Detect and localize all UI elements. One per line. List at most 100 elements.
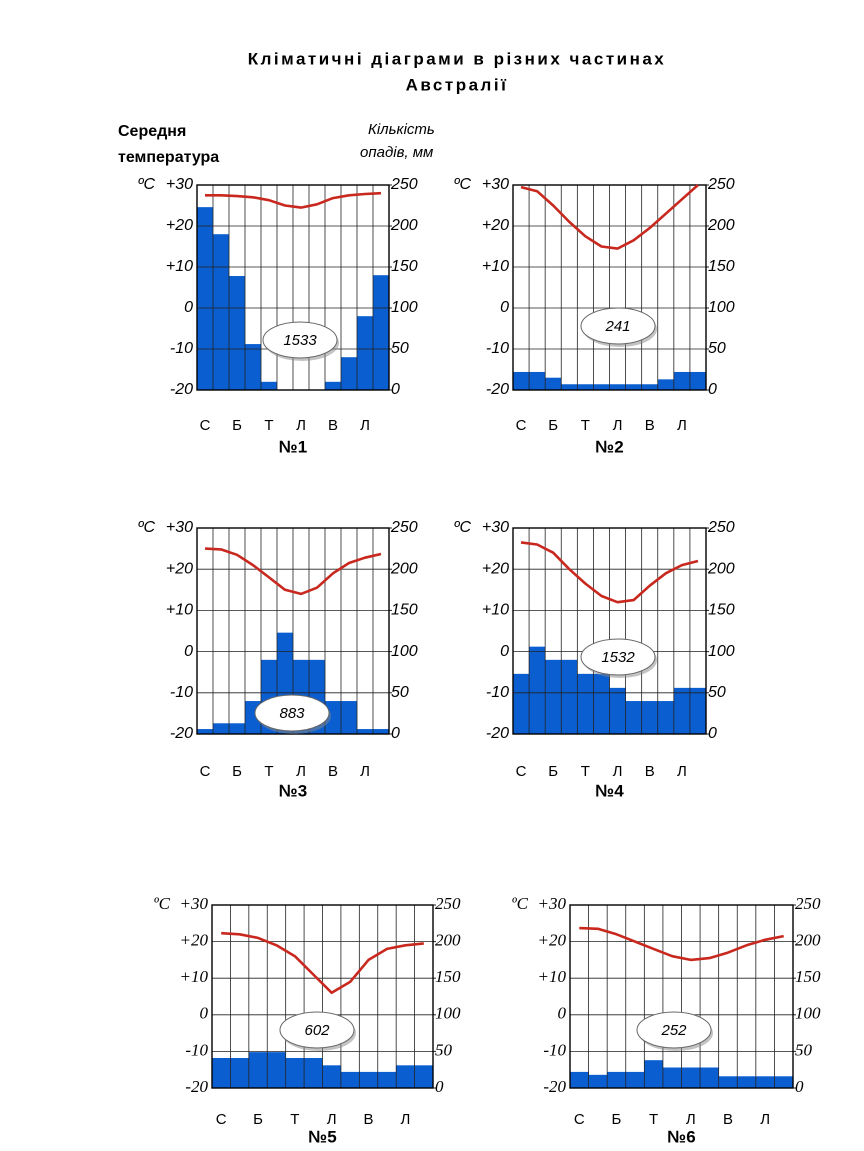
annotation: 1532: [601, 649, 635, 666]
x-tick-label: Б: [548, 417, 558, 434]
y2-axis-label: Кількість: [368, 121, 435, 138]
plot-frame: [211, 904, 434, 1089]
climate-chart: -20 -10 0 +10 +20 +30 0 50 100 150 200 250 ºC 252 С Б Т Л…: [511, 894, 821, 1147]
precipitation-bar: [513, 371, 530, 390]
y-tick-label: 0: [184, 299, 193, 316]
temperature-line: [204, 547, 382, 596]
precipitation-bar: [644, 1060, 663, 1088]
x-tick-label: Л: [360, 763, 370, 780]
precipitation-bar: [340, 1071, 360, 1088]
x-tick-label: Т: [649, 1111, 658, 1128]
climate-chart: -20 -10 0 +10 +20 +30 0 50 100 150 200 250 ºC 241 С Б Т Л…: [454, 176, 735, 456]
precipitation-bar: [325, 381, 341, 390]
y-tick-label: +10: [166, 602, 193, 619]
plot-frame: [512, 527, 707, 735]
y2-tick-label: 0: [708, 381, 717, 398]
precipitation-bar: [341, 357, 357, 390]
y-tick-label: -20: [170, 381, 193, 398]
precipitation-bar: [737, 1076, 756, 1088]
precipitation-bar: [285, 1057, 305, 1088]
x-tick-label: Л: [327, 1111, 337, 1128]
x-tick-label: Б: [253, 1111, 263, 1128]
y2-tick-label: 0: [391, 381, 400, 398]
precipitation-bar: [561, 659, 578, 734]
x-tick-label: Л: [613, 763, 623, 780]
y-tick-label: +20: [180, 931, 209, 950]
y-tick-label: 0: [184, 643, 193, 660]
x-tick-label: Л: [677, 763, 687, 780]
annotation-bubble: [279, 1011, 355, 1049]
precipitation-bar: [213, 723, 229, 734]
precipitation-bar: [657, 379, 674, 390]
y2-axis-label: опадів, мм: [360, 144, 433, 161]
y-tick-label: -20: [185, 1077, 208, 1096]
y-tick-label: +30: [482, 519, 509, 536]
y2-tick-label: 200: [435, 931, 461, 950]
y2-tick-label: 150: [708, 602, 735, 619]
precipitation-bar: [774, 1076, 793, 1088]
annotation: 241: [604, 318, 630, 335]
y-tick-label: 0: [500, 643, 509, 660]
annotation-bubble: [636, 1011, 712, 1049]
precipitation-bar: [513, 673, 530, 734]
y-tick-label: -20: [486, 381, 509, 398]
x-tick-label: С: [200, 763, 211, 780]
x-tick-label: В: [645, 763, 655, 780]
precipitation-bar: [213, 234, 229, 390]
precipitation-bar: [545, 659, 562, 734]
precipitation-bar: [414, 1065, 433, 1088]
precipitation-bar: [673, 371, 690, 390]
precipitation-bar: [373, 275, 389, 390]
y-tick-label: +30: [166, 176, 193, 193]
y2-tick-label: 250: [435, 894, 461, 913]
y-tick-label: -10: [170, 684, 193, 701]
y-tick-label: -10: [486, 340, 509, 357]
y2-tick-label: 50: [795, 1040, 813, 1059]
precipitation-bar: [357, 729, 373, 734]
x-tick-label: Л: [400, 1111, 410, 1128]
precipitation-bar: [322, 1065, 341, 1088]
precipitation-bar: [304, 1057, 323, 1088]
precipitation-bar: [593, 673, 610, 734]
precipitation-bar: [248, 1052, 268, 1088]
precipitation-bar: [689, 687, 706, 734]
y2-tick-label: 250: [795, 894, 821, 913]
y2-tick-label: 150: [795, 967, 821, 986]
precipitation-bar: [529, 646, 546, 734]
x-tick-label: Б: [232, 417, 242, 434]
y-tick-label: 0: [500, 299, 509, 316]
precipitation-bar: [641, 384, 658, 390]
y-tick-label: 0: [200, 1004, 209, 1023]
precipitation-bar: [261, 381, 277, 390]
y2-tick-label: 50: [391, 684, 409, 701]
annotation: 602: [304, 1022, 330, 1039]
y2-tick-label: 100: [391, 299, 418, 316]
y2-tick-label: 250: [390, 519, 418, 536]
y2-tick-label: 100: [708, 299, 735, 316]
plot-frame: [196, 527, 390, 735]
x-tick-label: В: [723, 1111, 733, 1128]
precipitation-bar: [197, 729, 213, 734]
chart-title: №3: [279, 781, 307, 800]
x-tick-label: В: [364, 1111, 374, 1128]
precipitation-bar: [545, 377, 562, 390]
x-tick-label: Т: [264, 763, 273, 780]
precipitation-bar: [641, 701, 658, 734]
x-tick-label: Л: [296, 417, 306, 434]
x-tick-label: Л: [360, 417, 370, 434]
y2-tick-label: 0: [708, 725, 717, 742]
y2-tick-label: 200: [795, 931, 821, 950]
precipitation-bar: [197, 207, 213, 390]
precipitation-bar: [625, 701, 642, 734]
y2-tick-label: 150: [391, 258, 418, 275]
climate-chart: -20 -10 0 +10 +20 +30 0 50 100 150 200 250 ºC 883 С Б Т Л…: [138, 519, 418, 800]
y2-tick-label: 200: [390, 560, 418, 577]
y2-tick-label: 50: [435, 1040, 453, 1059]
precipitation-bar: [396, 1065, 415, 1088]
chart-title: №6: [667, 1127, 695, 1146]
y-tick-label: 0: [558, 1004, 567, 1023]
y-tick-label: +30: [538, 894, 567, 913]
y-tick-label: +20: [166, 217, 193, 234]
precipitation-bar: [377, 1071, 397, 1088]
